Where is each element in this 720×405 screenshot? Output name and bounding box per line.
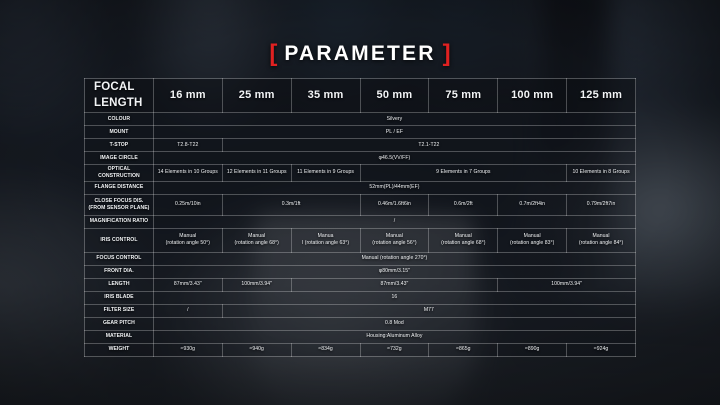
cell-r16-c3: ≈732g: [359, 342, 430, 357]
cell-r15-c0: Housing:Aluminum Alloy: [152, 329, 637, 344]
table-row: IMAGE CIRCLE φ46.5(VV/FF): [84, 151, 637, 166]
row-label-15: MATERIAL: [84, 329, 154, 344]
cell-r9-c0: Manual (rotation angle 270°): [152, 251, 637, 266]
cell-r8-c2: Manua l (rotation angle 63°): [290, 227, 361, 253]
cell-r2-c1: T2.1-T22: [221, 138, 637, 153]
row-label-12: IRIS BLADE: [84, 290, 154, 305]
cell-r1-c0: PL / EF: [152, 125, 637, 140]
table-row: MOUNT PL / EF: [84, 125, 637, 140]
table-header-row: FOCAL LENGTH 16 mm 25 mm 35 mm 50 mm 75 mm 100…: [84, 77, 636, 114]
cell-r14-c0: 0.8 Mod: [152, 316, 637, 331]
cell-r16-c6: ≈924g: [566, 342, 636, 357]
header-column-1: 25 mm: [221, 77, 292, 114]
cell-r6-c2: 0.46m/1.6ft6in: [359, 193, 430, 216]
cell-r0-c0: Silvery: [152, 112, 637, 127]
cell-r16-c0: ≈930g: [152, 342, 223, 357]
cell-r8-c1: Manual (rotation angle 68°): [221, 227, 292, 253]
table-row: IRIS BLADE 16: [84, 290, 637, 305]
cell-r8-c5: Manual (rotation angle 83°): [497, 227, 568, 253]
cell-r6-c3: 0.6m/2ft: [428, 193, 499, 216]
table-row: WEIGHT ≈930g ≈940g ≈834g ≈732g ≈865g ≈890g ≈924…: [84, 342, 636, 357]
table-row: LENGTH 87mm/3.43" 100mm/3.94" 87mm/3.43" 100…: [84, 277, 636, 292]
spec-table-container: FOCAL LENGTH 16 mm 25 mm 35 mm 50 mm 75 mm 100…: [84, 77, 637, 357]
table-row: FRONT DIA. φ80mm/3.15": [84, 264, 637, 279]
row-label-8: IRIS CONTROL: [84, 227, 154, 253]
header-column-4: 75 mm: [428, 77, 499, 114]
table-row: IRIS CONTROL Manual (rotation angle 50°) Ma…: [84, 227, 636, 253]
cell-r4-c1: 12 Elements in 11 Groups: [221, 164, 292, 182]
header-column-2: 35 mm: [290, 77, 361, 114]
specification-table: FOCAL LENGTH 16 mm 25 mm 35 mm 50 mm 75 mm 100…: [84, 77, 637, 357]
cell-r6-c0: 0.25m/10in: [152, 193, 223, 216]
table-row: FOCUS CONTROL Manual (rotation angle 270°…: [84, 251, 637, 266]
table-row: COLOUR Silvery: [84, 112, 637, 127]
cell-r10-c0: φ80mm/3.15": [152, 264, 637, 279]
cell-r2-c0: T2.8-T22: [152, 138, 223, 153]
cell-r3-c0: φ46.5(VV/FF): [152, 151, 637, 166]
cell-r4-c3: 9 Elements in 7 Groups: [359, 164, 568, 182]
row-label-13: FILTER SIZE: [84, 303, 154, 318]
row-label-6: CLOSE FOCUS DIS. (FROM SENSOR PLANE): [84, 193, 154, 216]
cell-r11-c3: 100mm/3.94": [497, 277, 636, 292]
cell-r13-c0: /: [152, 303, 223, 318]
table-row: T-STOP T2.8-T22 T2.1-T22: [84, 138, 637, 153]
cell-r8-c6: Manual (rotation angle 84°): [566, 227, 636, 253]
table-row: FLANGE DISTANCE 52mm(PL)/44mm(EF): [84, 180, 637, 195]
row-label-1: MOUNT: [84, 125, 154, 140]
cell-r11-c1: 100mm/3.94": [221, 277, 292, 292]
table-row: CLOSE FOCUS DIS. (FROM SENSOR PLANE) 0.25m…: [84, 193, 636, 216]
table-head: FOCAL LENGTH 16 mm 25 mm 35 mm 50 mm 75 mm 100…: [84, 77, 636, 114]
cell-r13-c1: M77: [221, 303, 637, 318]
row-label-9: FOCUS CONTROL: [84, 251, 154, 266]
table-row: MATERIAL Housing:Aluminum Alloy: [84, 329, 637, 344]
cell-r12-c0: 16: [152, 290, 637, 305]
header-column-5: 100 mm: [497, 77, 568, 114]
cell-r16-c5: ≈890g: [497, 342, 568, 357]
cell-r16-c1: ≈940g: [221, 342, 292, 357]
row-label-7: MAGNIFICATION RATIO: [84, 214, 154, 229]
table-row: FILTER SIZE / M77: [84, 303, 637, 318]
row-label-5: FLANGE DISTANCE: [84, 180, 154, 195]
bracket-right-icon: ]: [442, 40, 451, 67]
row-label-3: IMAGE CIRCLE: [84, 151, 154, 166]
row-label-4: OPTICAL CONSTRUCTION: [84, 164, 154, 182]
row-label-14: GEAR PITCH: [84, 316, 154, 331]
header-column-6: 125 mm: [566, 77, 636, 114]
row-label-16: WEIGHT: [84, 342, 154, 357]
row-label-2: T-STOP: [84, 138, 154, 153]
row-label-11: LENGTH: [84, 277, 154, 292]
row-label-0: COLOUR: [84, 112, 154, 127]
bracket-left-icon: [: [269, 40, 278, 67]
header-focal-length-label: FOCAL LENGTH: [84, 77, 154, 114]
cell-r4-c0: 14 Elements in 10 Groups: [152, 164, 223, 182]
cell-r4-c4: 10 Elements in 8 Groups: [566, 164, 636, 182]
table-row: GEAR PITCH 0.8 Mod: [84, 316, 637, 331]
row-label-10: FRONT DIA.: [84, 264, 154, 279]
cell-r16-c2: ≈834g: [290, 342, 361, 357]
table-row: OPTICAL CONSTRUCTION 14 Elements in 10 Gr…: [84, 164, 636, 182]
cell-r11-c0: 87mm/3.43": [152, 277, 223, 292]
table-row: MAGNIFICATION RATIO /: [84, 214, 637, 229]
cell-r6-c5: 0.79m/2ft7in: [566, 193, 636, 216]
cell-r8-c0: Manual (rotation angle 50°): [152, 227, 223, 253]
cell-r6-c4: 0.7m/2ft4in: [497, 193, 568, 216]
cell-r8-c3: Manual (rotation angle 56°): [359, 227, 430, 253]
cell-r6-c1: 0.3m/1ft: [221, 193, 361, 216]
cell-r7-c0: /: [152, 214, 637, 229]
cell-r11-c2: 87mm/3.43": [290, 277, 499, 292]
cell-r4-c2: 11 Elements in 9 Groups: [290, 164, 361, 182]
cell-r8-c4: Manual (rotation angle 68°): [428, 227, 499, 253]
cell-r5-c0: 52mm(PL)/44mm(EF): [152, 180, 637, 195]
table-body: COLOUR Silvery MOUNT PL / EF T-STOP T2.8-T22 T…: [84, 112, 637, 357]
header-column-3: 50 mm: [359, 77, 430, 114]
header-column-0: 16 mm: [152, 77, 223, 114]
page-title-text: PARAMETER: [284, 42, 436, 65]
page-title: [ PARAMETER]: [0, 40, 720, 68]
cell-r16-c4: ≈865g: [428, 342, 499, 357]
